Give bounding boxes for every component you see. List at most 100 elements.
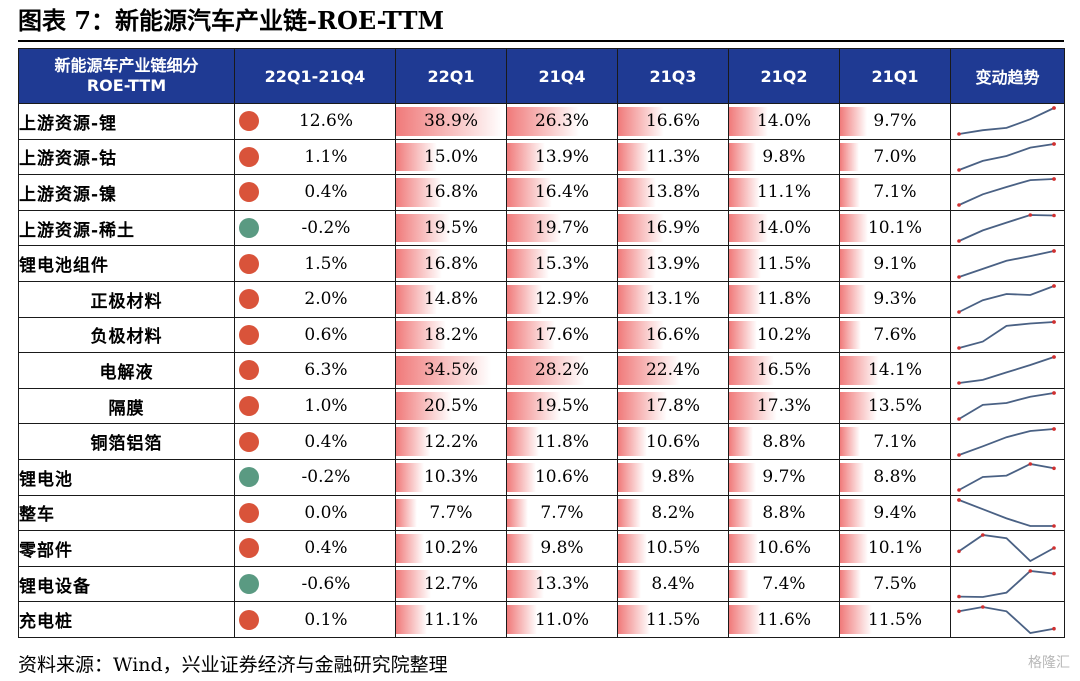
change-cell: 12.6% — [234, 103, 396, 140]
change-value: 0.4% — [304, 538, 348, 559]
data-label: 10.2% — [423, 538, 478, 559]
table-row: 上游资源-稀土 -0.2% 19.5% 19.7% 16.9% 14.0% 10.1% — [18, 209, 1065, 247]
data-bar — [618, 462, 645, 492]
data-label: 13.1% — [645, 289, 700, 310]
data-bar — [840, 534, 868, 563]
data-bar — [618, 142, 650, 172]
data-label: 17.6% — [534, 324, 589, 345]
roe-cell: 11.5% — [839, 601, 951, 638]
data-bar — [396, 391, 453, 421]
segment-name: 隔膜 — [18, 387, 235, 425]
table-row: 零部件 0.4% 10.2% 9.8% 10.5% 10.6% 10.1% — [18, 530, 1065, 567]
roe-cell: 10.6% — [506, 458, 618, 496]
data-bar — [840, 284, 866, 314]
data-label: 9.8% — [651, 467, 695, 488]
trend-point — [957, 594, 961, 599]
change-cell: 6.3% — [234, 352, 396, 389]
data-bar — [729, 356, 775, 385]
trend-sparkline-cell — [950, 103, 1065, 140]
trend-point — [1052, 320, 1056, 324]
figure-title: 图表 7：新能源汽车产业链-ROE-TTM — [18, 6, 445, 35]
table-row: 充电桩 0.1% 11.1% 11.0% 11.5% 11.6% 11.5% — [18, 601, 1065, 638]
data-bar — [729, 178, 760, 207]
data-label: 13.9% — [534, 146, 589, 167]
trend-sparkline — [957, 177, 1056, 208]
data-label: 20.5% — [423, 396, 478, 417]
data-bar — [840, 320, 861, 350]
roe-cell: 28.2% — [506, 352, 618, 389]
data-bar — [618, 284, 655, 314]
trend-line — [958, 249, 1055, 278]
data-label: 18.2% — [423, 324, 478, 345]
data-bar — [840, 427, 860, 456]
data-bar — [507, 107, 580, 136]
header-change: 22Q1-21Q4 — [234, 48, 396, 104]
data-label: 14.0% — [756, 111, 811, 132]
trend-sparkline — [957, 391, 1056, 421]
trend-sparkline — [957, 604, 1056, 634]
data-label: 38.9% — [423, 111, 478, 132]
trend-sparkline-cell — [950, 174, 1065, 211]
roe-cell: 7.1% — [839, 174, 951, 211]
data-bar — [507, 320, 556, 350]
data-bar — [618, 498, 641, 528]
trend-point — [957, 609, 961, 613]
table-row: 隔膜 1.0% 20.5% 19.5% 17.8% 17.3% 13.5% — [18, 387, 1065, 425]
roe-cell: 10.2% — [395, 530, 507, 567]
roe-cell: 9.8% — [728, 138, 840, 176]
data-label: 14.0% — [756, 218, 811, 239]
roe-cell: 16.4% — [506, 174, 618, 211]
trend-point — [957, 274, 961, 279]
data-bar — [507, 391, 561, 421]
trend-point — [1052, 142, 1056, 146]
data-bar — [507, 178, 553, 207]
roe-cell: 26.3% — [506, 103, 618, 140]
trend-sparkline — [957, 569, 1056, 599]
segment-name: 负极材料 — [18, 316, 235, 354]
data-bar — [396, 605, 427, 634]
roe-cell: 15.0% — [395, 138, 507, 176]
roe-cell: 16.8% — [395, 245, 507, 282]
trend-point — [1052, 355, 1056, 360]
table-row: 锂电池组件 1.5% 16.8% 15.3% 13.9% 11.5% 9.1% — [18, 245, 1065, 282]
roe-cell: 8.4% — [617, 565, 729, 603]
data-bar — [396, 498, 418, 528]
up-indicator-icon — [239, 538, 259, 559]
data-bar — [840, 356, 879, 385]
change-value: 12.6% — [298, 111, 353, 132]
data-bar — [729, 284, 762, 314]
data-bar — [618, 356, 680, 385]
data-bar — [840, 178, 860, 207]
trend-line — [958, 320, 1055, 349]
title-rule — [18, 40, 1064, 42]
roe-cell: 16.9% — [617, 209, 729, 247]
data-label: 11.3% — [645, 146, 700, 167]
trend-sparkline-cell — [950, 387, 1065, 425]
trend-sparkline-cell — [950, 458, 1065, 496]
change-cell: 0.1% — [234, 601, 396, 638]
trend-point — [957, 168, 961, 172]
data-label: 9.8% — [540, 538, 584, 559]
trend-line — [958, 498, 1054, 527]
roe-cell: 16.6% — [617, 103, 729, 140]
roe-cell: 16.5% — [728, 352, 840, 389]
data-label: 10.6% — [756, 538, 811, 559]
data-label: 7.7% — [540, 502, 584, 523]
trend-point — [957, 549, 961, 554]
roe-cell: 11.5% — [617, 601, 729, 638]
data-label: 19.5% — [423, 218, 478, 239]
data-bar — [507, 284, 543, 314]
roe-cell: 10.5% — [617, 530, 729, 567]
data-label: 11.5% — [756, 253, 811, 274]
table-body: 上游资源-锂 12.6% 38.9% 26.3% 16.6% 14.0% 9.7% 上游资源-… — [18, 103, 1065, 638]
data-label: 16.8% — [423, 253, 478, 274]
header-trend: 变动趋势 — [950, 48, 1065, 104]
data-label: 8.2% — [651, 502, 695, 523]
roe-cell: 12.7% — [395, 565, 507, 603]
trend-point — [981, 604, 985, 609]
roe-cell: 9.3% — [839, 280, 951, 318]
change-value: -0.2% — [301, 218, 351, 239]
data-bar — [618, 605, 650, 634]
up-indicator-icon — [239, 609, 259, 630]
data-label: 9.1% — [873, 253, 917, 274]
